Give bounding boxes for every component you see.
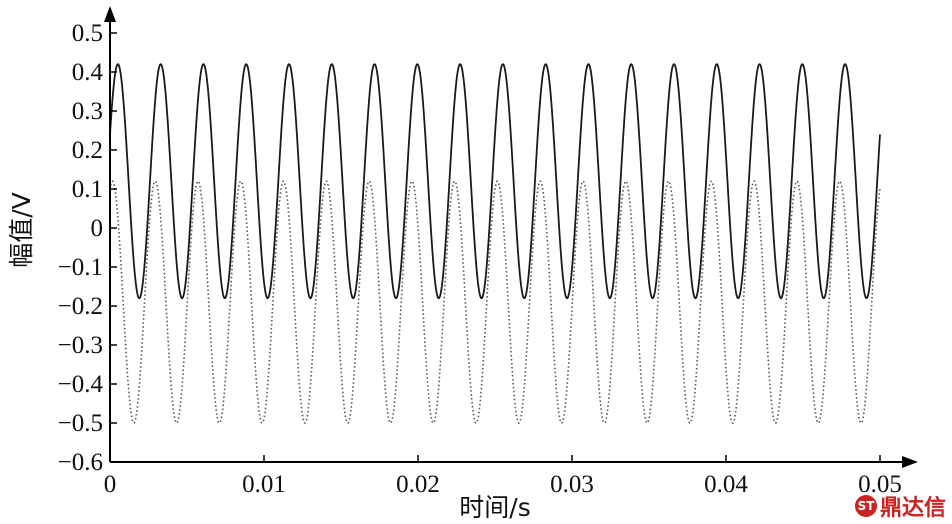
y-tick-label: 0 <box>91 215 104 242</box>
x-axis-title: 时间/s <box>459 493 530 522</box>
y-tick-label: −0.3 <box>58 332 103 359</box>
x-tick-label: 0.05 <box>858 471 902 498</box>
y-tick-label: −0.4 <box>58 371 104 398</box>
plot-lines <box>109 63 881 424</box>
x-tick-label: 0.04 <box>704 471 748 498</box>
x-tick-label: 0 <box>104 471 117 498</box>
series-dotted-line <box>109 180 881 424</box>
y-tick-label: −0.2 <box>58 293 103 320</box>
x-axis-arrow <box>902 456 918 468</box>
y-tick-label: 0.4 <box>72 59 104 86</box>
y-tick-label: −0.5 <box>58 410 103 437</box>
watermark-text: 鼎达信 <box>879 496 946 521</box>
y-tick-label: 0.5 <box>72 20 103 47</box>
series-solid-line <box>109 63 881 300</box>
y-tick-label: 0.2 <box>72 137 103 164</box>
x-tick-label: 0.01 <box>242 471 286 498</box>
y-tick-label: −0.1 <box>58 254 103 281</box>
x-tick-label: 0.02 <box>396 471 440 498</box>
y-tick-label: −0.6 <box>58 449 103 476</box>
watermark-logo: ST 鼎达信 <box>854 490 946 522</box>
y-axis-arrow <box>104 6 116 22</box>
seal-icon: ST <box>854 495 877 517</box>
y-tick-label: 0.3 <box>72 98 103 125</box>
y-axis-title: 幅值/V <box>7 192 36 268</box>
x-tick-label: 0.03 <box>550 471 594 498</box>
axes <box>104 6 918 468</box>
y-tick-label: 0.1 <box>72 176 103 203</box>
